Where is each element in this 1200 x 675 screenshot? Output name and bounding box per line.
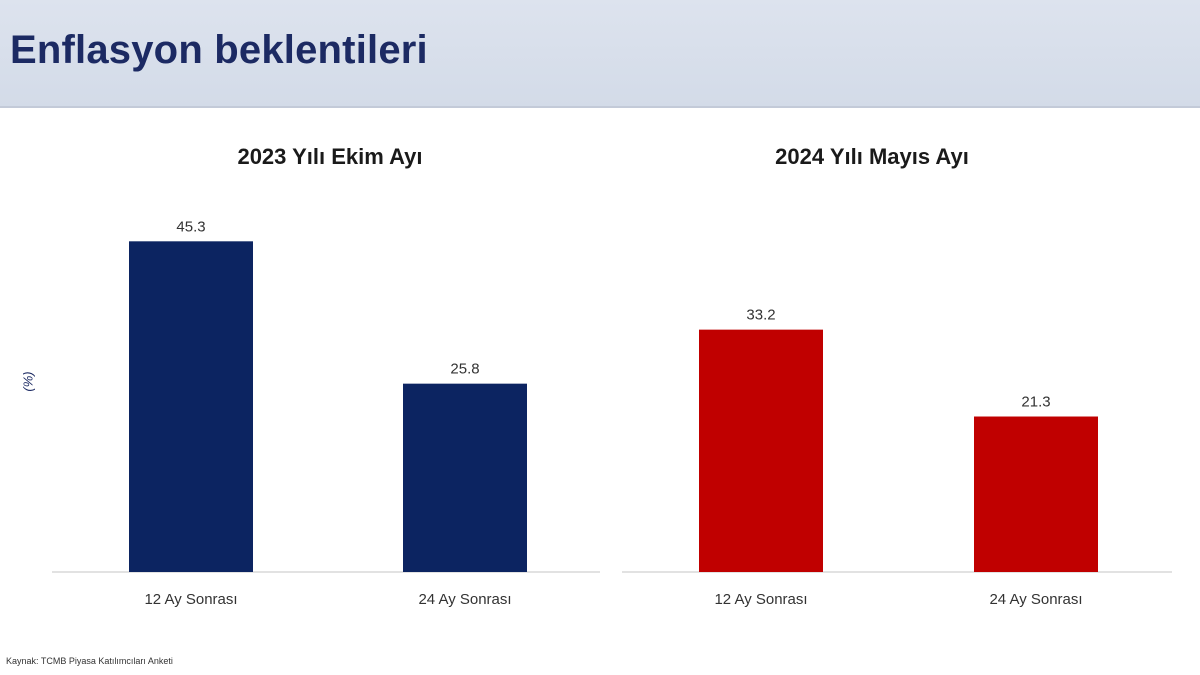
data-label: 33.2 (746, 307, 775, 324)
bar (699, 329, 823, 572)
x-tick-label: 12 Ay Sonrası (144, 591, 237, 608)
bar (129, 241, 253, 572)
data-label: 21.3 (1021, 394, 1050, 411)
data-label: 25.8 (450, 361, 479, 378)
bar (403, 383, 527, 572)
bar (974, 416, 1098, 572)
page-title: Enflasyon beklentileri (10, 28, 428, 72)
source-note: Kaynak: TCMB Piyasa Katılımcıları Anketi (6, 656, 173, 666)
x-tick-label: 24 Ay Sonrası (989, 591, 1082, 608)
chart-title-2024-may: 2024 Yılı Mayıs Ayı (775, 144, 969, 169)
header-bar: Enflasyon beklentileri (0, 0, 1200, 108)
chart-title-2023-october: 2023 Yılı Ekim Ayı (237, 144, 423, 169)
x-tick-label: 24 Ay Sonrası (418, 591, 511, 608)
data-label: 45.3 (176, 218, 205, 235)
x-tick-label: 12 Ay Sonrası (714, 591, 807, 608)
